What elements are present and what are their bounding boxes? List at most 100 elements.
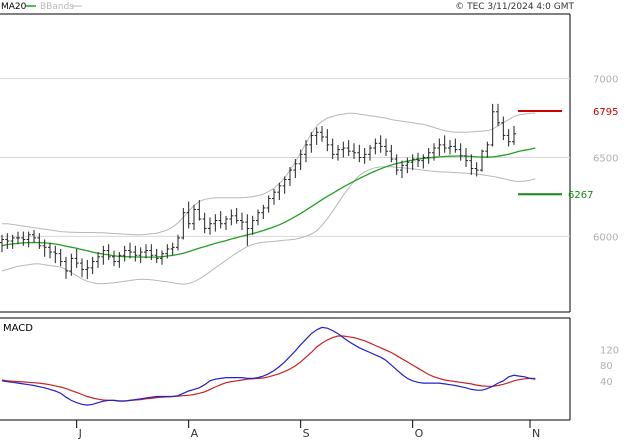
- ohlc-bar: [336, 144, 340, 161]
- bollinger-bands: [1, 112, 536, 285]
- price-y-tick-label: 6500: [593, 153, 618, 164]
- ohlc-bar: [149, 244, 154, 260]
- x-tick-label: O: [415, 427, 424, 440]
- ohlc-bar: [362, 148, 367, 164]
- ohlc-bar: [485, 141, 490, 158]
- ohlc-bar: [325, 129, 330, 152]
- ohlc-bar: [256, 209, 260, 226]
- ohlc-bar: [426, 148, 431, 164]
- ohlc-bar: [240, 212, 244, 231]
- ma20-line-group: [1, 147, 536, 258]
- x-tick-label: J: [78, 427, 82, 440]
- ohlc-bar: [394, 154, 399, 175]
- ohlc-bar: [250, 215, 255, 235]
- ohlc-bar: [410, 154, 415, 171]
- ohlc-bar: [453, 138, 458, 153]
- ohlc-bar: [389, 144, 394, 163]
- ohlc-bar: [384, 138, 388, 156]
- ohlc-bar: [458, 143, 463, 161]
- ohlc-bar: [234, 207, 239, 224]
- ohlc-bar: [368, 144, 372, 161]
- copyright-text: © TEC 3/11/2024 4:0 GMT: [455, 2, 574, 12]
- ohlc-bar: [165, 244, 170, 259]
- ohlc-bar: [53, 245, 58, 264]
- ohlc-bar: [181, 207, 186, 240]
- ohlc-bar: [5, 233, 10, 249]
- ohlc-bar: [69, 253, 74, 276]
- ohlc-bar: [58, 248, 63, 267]
- ohlc-bar: [496, 103, 500, 126]
- ohlc-bar: [208, 217, 212, 235]
- macd-lines: [1, 326, 536, 406]
- ohlc-bar: [469, 154, 474, 175]
- ohlc-bar: [352, 143, 356, 160]
- ohlc-bar: [117, 252, 122, 268]
- ma20-legend-label: MA20: [1, 2, 27, 12]
- macd-y-tick-label: 80: [600, 361, 613, 372]
- price-y-tick-label: 6000: [593, 232, 618, 243]
- price-levels: 6795 6267: [518, 107, 618, 201]
- ohlc-bar: [298, 149, 303, 171]
- ohlc-bar: [288, 166, 292, 186]
- ohlc-bar: [400, 160, 404, 178]
- price-panel: 6795 6267 7000 6500 6000: [0, 13, 618, 313]
- ohlc-bar: [10, 234, 15, 249]
- ohlc-bar: [293, 159, 298, 178]
- ohlc-bar: [218, 211, 223, 229]
- ohlc-bar: [160, 250, 164, 265]
- ohlc-bar: [101, 245, 106, 265]
- ohlc-bar: [224, 215, 228, 231]
- ohlc-bar: [48, 242, 52, 259]
- ohlc-bar: [138, 247, 143, 264]
- ohlc-bar: [330, 138, 335, 160]
- x-tick-label: A: [191, 427, 199, 440]
- ohlc-bar: [261, 204, 266, 219]
- macd-y-ticks: 120 80 40: [600, 345, 619, 387]
- x-tick-label: S: [303, 427, 310, 440]
- ohlc-bar: [96, 252, 100, 268]
- ohlc-bar: [106, 244, 111, 260]
- ohlc-bar: [197, 200, 202, 221]
- ohlc-bar: [309, 132, 314, 153]
- macd-panel: MACD 120 80 40: [0, 317, 619, 421]
- ohlc-bar: [442, 135, 447, 153]
- ohlc-bar: [480, 149, 484, 172]
- ohlc-bar: [448, 140, 452, 155]
- ohlc-bar: [490, 103, 495, 147]
- ohlc-bar: [21, 231, 26, 246]
- ohlc-bar: [122, 245, 127, 262]
- ohlc-bar: [90, 256, 95, 275]
- ohlc-bar: [245, 214, 250, 246]
- ohlc-bar: [176, 234, 180, 251]
- ohlc-bar: [213, 214, 218, 232]
- ohlc-bar: [112, 250, 116, 267]
- ohlc-bar: [320, 125, 324, 142]
- ohlc-bar: [314, 127, 319, 145]
- ohlc-bar: [421, 154, 426, 169]
- ohlc-bar: [373, 138, 378, 155]
- ohlc-bar: [16, 231, 20, 245]
- ohlc-bar: [277, 182, 282, 201]
- ohlc-bar: [42, 239, 47, 257]
- ohlc-bar: [341, 141, 346, 158]
- macd-y-tick-label: 40: [600, 377, 613, 388]
- ohlc-bars: [0, 103, 516, 279]
- ohlc-bar: [282, 176, 287, 194]
- ohlc-bar: [506, 129, 511, 147]
- ohlc-bar: [85, 259, 90, 279]
- ohlc-bar: [202, 212, 207, 234]
- ohlc-bar: [128, 242, 132, 259]
- ohlc-bar: [357, 144, 362, 163]
- ohlc-bar: [154, 248, 159, 264]
- ohlc-bar: [133, 245, 138, 262]
- bollinger-lower-band: [1, 166, 536, 285]
- support-level-label: 6267: [568, 190, 593, 201]
- ohlc-bar: [464, 148, 468, 167]
- ma20-line: [1, 147, 536, 258]
- bollinger-upper-band: [2, 112, 536, 236]
- ohlc-bar: [266, 195, 271, 213]
- ohlc-bar: [416, 152, 420, 167]
- ohlc-bar: [229, 209, 234, 226]
